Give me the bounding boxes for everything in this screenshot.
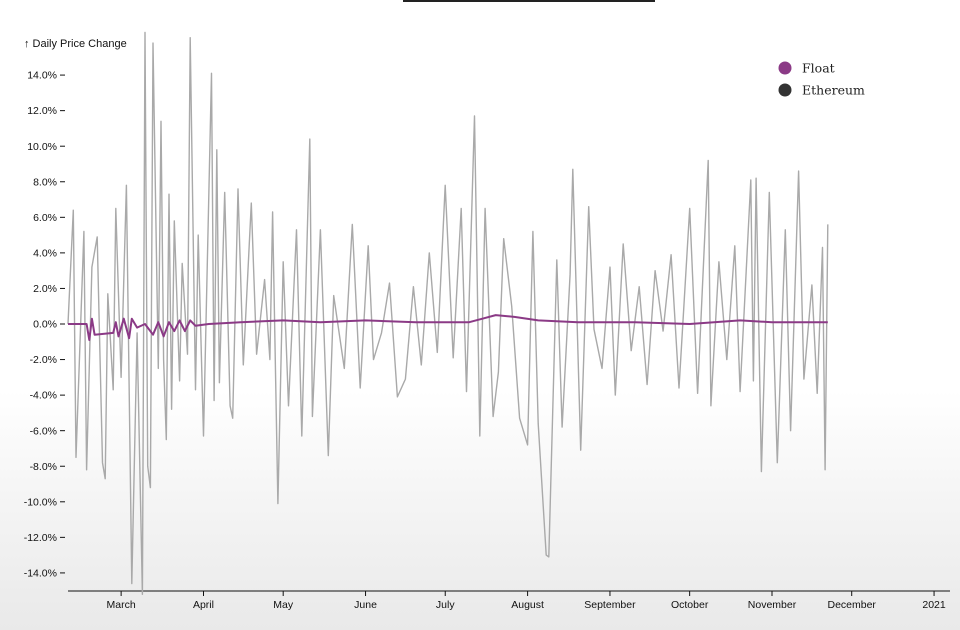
y-tick-label: -10.0% bbox=[24, 496, 57, 508]
y-tick-label: 0.0% bbox=[33, 319, 57, 331]
x-tick-label: June bbox=[354, 599, 377, 611]
series-line-ethereum bbox=[67, 31, 829, 595]
y-tick-label: -2.0% bbox=[30, 354, 57, 366]
y-tick-label: -8.0% bbox=[30, 461, 57, 473]
x-tick-label: 2021 bbox=[922, 599, 946, 611]
y-tick-label: -6.0% bbox=[30, 425, 57, 437]
series-line-float bbox=[68, 314, 828, 341]
y-tick-label: 14.0% bbox=[27, 70, 57, 82]
y-tick-label: 8.0% bbox=[33, 176, 57, 188]
y-axis-title: ↑ Daily Price Change bbox=[24, 38, 127, 50]
legend-label-float[interactable]: Float bbox=[802, 61, 835, 76]
x-tick-label: August bbox=[511, 599, 544, 611]
legend[interactable]: Float Ethereum bbox=[778, 61, 866, 98]
video-top-bar bbox=[403, 0, 655, 2]
x-tick-label: May bbox=[273, 599, 294, 611]
y-tick-label: 6.0% bbox=[33, 212, 57, 224]
y-tick-label: 4.0% bbox=[33, 247, 57, 259]
y-axis: 14.0% 12.0% 10.0% 8.0% 6.0% 4.0% 2.0% 0.0% -2.0%… bbox=[24, 70, 65, 580]
y-tick-label: -4.0% bbox=[30, 390, 57, 402]
x-axis: March April May June July August September Octo… bbox=[68, 590, 950, 611]
x-tick-label: October bbox=[671, 599, 709, 611]
legend-swatch-ethereum[interactable] bbox=[778, 83, 792, 97]
x-tick-label: July bbox=[436, 599, 455, 611]
legend-swatch-float[interactable] bbox=[778, 61, 792, 75]
x-tick-label: September bbox=[584, 599, 636, 611]
y-tick-label: 10.0% bbox=[27, 141, 57, 153]
y-tick-label: 12.0% bbox=[27, 105, 57, 117]
y-tick-label: -12.0% bbox=[24, 532, 57, 544]
y-tick-label: -14.0% bbox=[24, 568, 57, 580]
x-tick-label: November bbox=[748, 599, 797, 611]
y-tick-label: 2.0% bbox=[33, 283, 57, 295]
x-tick-label: March bbox=[107, 599, 136, 611]
x-tick-label: December bbox=[827, 599, 876, 611]
legend-label-ethereum[interactable]: Ethereum bbox=[802, 83, 865, 98]
series-layer bbox=[67, 31, 829, 595]
x-tick-label: April bbox=[193, 599, 214, 611]
